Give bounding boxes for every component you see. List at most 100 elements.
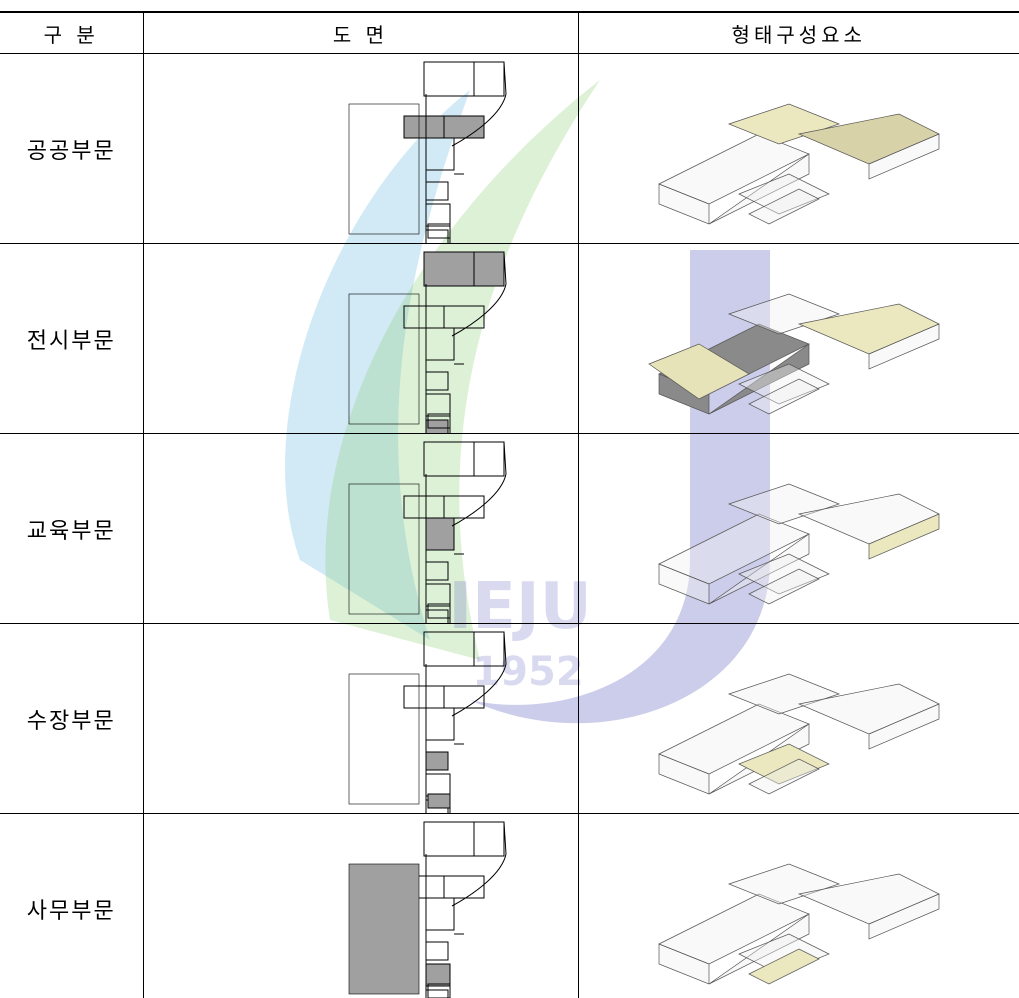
plan-room <box>425 371 448 391</box>
model-volume <box>868 893 939 940</box>
model-volume <box>737 743 830 785</box>
header-cell: 구 분 <box>0 11 143 54</box>
model-image <box>657 673 940 795</box>
plan-room <box>443 495 484 519</box>
model-volume <box>708 913 809 985</box>
plan-wall <box>425 821 507 998</box>
plan-image <box>348 61 507 243</box>
model-volume <box>708 343 809 415</box>
plan-room <box>425 963 450 987</box>
plan-wall <box>425 61 507 243</box>
plan-room <box>403 305 444 329</box>
plan-room <box>425 419 448 433</box>
model-volume <box>868 703 939 750</box>
massing-model <box>647 293 940 415</box>
model-image <box>657 103 940 225</box>
plan-room <box>443 115 484 139</box>
plan-room <box>473 251 504 287</box>
model-volume <box>727 483 840 525</box>
plan-cell <box>142 623 578 814</box>
plan-room <box>473 821 504 857</box>
table-row: 공공부문 <box>0 53 1019 244</box>
plan-room <box>425 137 454 171</box>
header-row: 구 분 도 면 형태구성요소 <box>0 11 1019 54</box>
plan-image <box>348 441 507 623</box>
plan-wall <box>425 631 507 813</box>
table: 구 분 도 면 형태구성요소 공공부문 전시부문 교육부문 수장부문 사무부문 <box>0 11 1019 998</box>
plan-room <box>425 707 454 741</box>
model-volume <box>727 863 840 905</box>
plan-room <box>425 203 450 227</box>
model-volume <box>708 153 809 225</box>
plan-room <box>425 517 454 551</box>
plan-room <box>423 61 474 97</box>
model-volume <box>868 133 939 180</box>
plan-room <box>423 821 474 857</box>
plan-image <box>348 631 507 813</box>
plan-room <box>443 875 484 899</box>
floor-plan <box>348 251 507 433</box>
massing-model <box>657 673 940 795</box>
model-volume <box>737 553 830 595</box>
row-label: 사무부문 <box>0 813 143 998</box>
row-label: 교육부문 <box>0 433 143 624</box>
plan-room <box>348 483 419 615</box>
table-row: 사무부문 <box>0 813 1019 998</box>
model-volume <box>747 568 820 605</box>
plan-room <box>348 673 419 805</box>
floor-plan <box>348 61 507 243</box>
plan-room <box>425 229 448 243</box>
plan-room <box>425 941 448 961</box>
header-cell: 도 면 <box>142 11 578 54</box>
plan-room <box>473 441 504 477</box>
model-volume <box>727 103 840 145</box>
model-cell <box>577 243 1019 434</box>
header-cell: 형태구성요소 <box>577 11 1019 54</box>
model-volume <box>727 293 840 335</box>
table-body: 공공부문 전시부문 교육부문 수장부문 사무부문 <box>0 53 1019 998</box>
plan-room <box>425 181 448 201</box>
floor-plan <box>348 631 507 813</box>
plan-room <box>425 773 450 797</box>
plan-room <box>473 61 504 97</box>
plan-room <box>403 495 444 519</box>
model-volume <box>747 948 820 985</box>
plan-room <box>443 305 484 329</box>
model-image <box>657 863 940 985</box>
model-volume <box>737 173 830 215</box>
plan-room <box>348 293 419 425</box>
plan-room <box>403 115 444 139</box>
plan-room <box>423 441 474 477</box>
model-image <box>647 293 940 415</box>
plan-room <box>425 583 450 607</box>
row-label: 공공부문 <box>0 53 143 244</box>
floor-plan <box>348 821 507 998</box>
table-row: 전시부문 <box>0 243 1019 434</box>
model-volume <box>747 378 820 415</box>
floor-plan <box>348 441 507 623</box>
model-image <box>657 483 940 605</box>
model-volume <box>747 188 820 225</box>
model-cell <box>577 53 1019 244</box>
plan-room <box>425 393 450 417</box>
plan-cell <box>142 243 578 434</box>
plan-room <box>425 751 448 771</box>
plan-image <box>348 821 507 998</box>
plan-cell <box>142 813 578 998</box>
massing-model <box>657 863 940 985</box>
model-volume <box>868 323 939 370</box>
plan-room <box>403 685 444 709</box>
model-cell <box>577 623 1019 814</box>
plan-room <box>425 561 448 581</box>
massing-model <box>657 103 940 225</box>
plan-room <box>423 251 474 287</box>
plan-wall <box>425 441 507 623</box>
model-volume <box>868 513 939 560</box>
plan-room <box>427 793 450 809</box>
row-label: 전시부문 <box>0 243 143 434</box>
table-row: 교육부문 <box>0 433 1019 624</box>
massing-model <box>657 483 940 605</box>
plan-room <box>348 103 419 235</box>
model-volume <box>737 363 830 405</box>
